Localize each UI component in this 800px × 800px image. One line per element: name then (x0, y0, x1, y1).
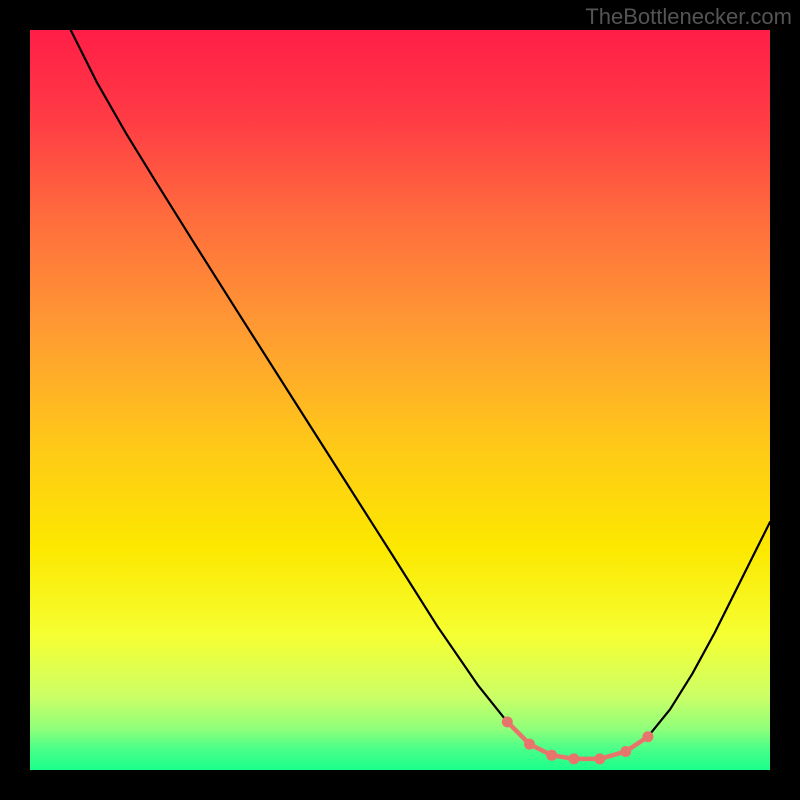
marker-dot (502, 716, 513, 727)
marker-dot (594, 753, 605, 764)
bottleneck-curve (71, 30, 770, 759)
marker-dot (524, 739, 535, 750)
marker-dot (620, 746, 631, 757)
curve-layer (30, 30, 770, 770)
marker-dot (568, 753, 579, 764)
marker-dot (546, 750, 557, 761)
marker-dot (642, 731, 653, 742)
chart-plot-area (30, 30, 770, 770)
watermark-text: TheBottlenecker.com (585, 4, 792, 30)
